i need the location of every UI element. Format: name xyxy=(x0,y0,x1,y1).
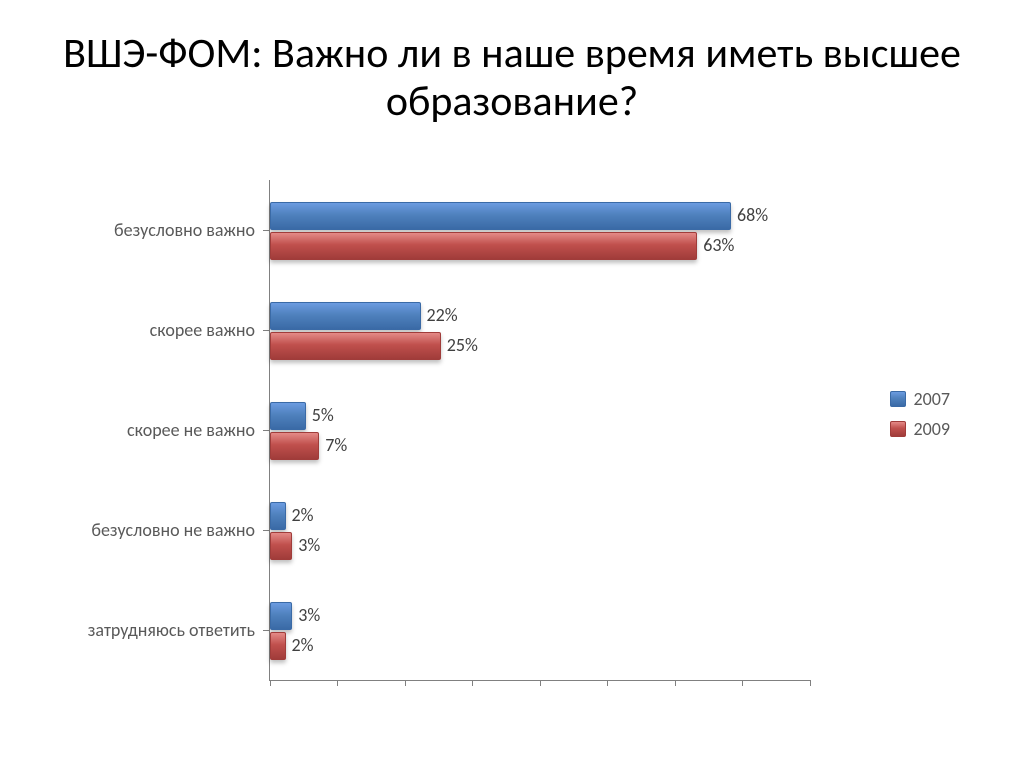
x-tick xyxy=(810,680,811,686)
bar xyxy=(270,632,286,660)
bar xyxy=(270,202,731,230)
x-tick xyxy=(742,680,743,686)
bar xyxy=(270,402,306,430)
category-tick xyxy=(263,530,269,531)
value-label: 22% xyxy=(427,304,458,326)
x-tick xyxy=(472,680,473,686)
bar xyxy=(270,502,286,530)
bar xyxy=(270,232,697,260)
x-tick xyxy=(540,680,541,686)
chart-area: безусловно важно 68%63% скорее важно 22% 25%… xyxy=(60,180,960,720)
bar xyxy=(270,532,292,560)
x-tick xyxy=(405,680,406,686)
x-tick xyxy=(675,680,676,686)
category-tick xyxy=(263,630,269,631)
value-label: 2% xyxy=(292,504,314,526)
category-label: скорее не важно xyxy=(60,419,255,441)
value-label: 25% xyxy=(447,334,478,356)
category-tick xyxy=(263,330,269,331)
legend-label: 2009 xyxy=(914,418,951,440)
slide: ВШЭ-ФОМ: Важно ли в наше время иметь выс… xyxy=(0,0,1024,768)
bar xyxy=(270,602,292,630)
x-tick xyxy=(270,680,271,686)
legend-label: 2007 xyxy=(914,388,951,410)
x-tick xyxy=(607,680,608,686)
value-label: 2% xyxy=(292,634,314,656)
legend-item: 2009 xyxy=(890,418,951,440)
legend-item: 2007 xyxy=(890,388,951,410)
x-tick xyxy=(337,680,338,686)
category-label: затрудняюсь ответить xyxy=(60,619,255,641)
category-group: безусловно важно 68%63% xyxy=(60,180,960,280)
legend: 2007 2009 xyxy=(890,380,951,448)
value-label: 63% xyxy=(703,234,734,256)
value-label: 68% xyxy=(737,204,768,226)
bar xyxy=(270,432,319,460)
value-label: 7% xyxy=(325,434,347,456)
category-group: скорее важно 22% 25% xyxy=(60,280,960,380)
category-label: безусловно важно xyxy=(60,219,255,241)
value-label: 5% xyxy=(312,404,334,426)
category-group: безусловно не важно 2% 3% xyxy=(60,480,960,580)
category-group: затрудняюсь ответить 3% 2% xyxy=(60,580,960,680)
value-label: 3% xyxy=(298,534,320,556)
value-label: 3% xyxy=(298,604,320,626)
category-tick xyxy=(263,430,269,431)
legend-swatch-icon xyxy=(890,421,906,437)
bar xyxy=(270,302,421,330)
category-group: скорее не важно 5% 7% xyxy=(60,380,960,480)
legend-swatch-icon xyxy=(890,391,906,407)
slide-title: ВШЭ-ФОМ: Важно ли в наше время иметь выс… xyxy=(0,30,1024,127)
category-tick xyxy=(263,230,269,231)
category-label: скорее важно xyxy=(60,319,255,341)
category-label: безусловно не важно xyxy=(60,519,255,541)
bar xyxy=(270,332,441,360)
